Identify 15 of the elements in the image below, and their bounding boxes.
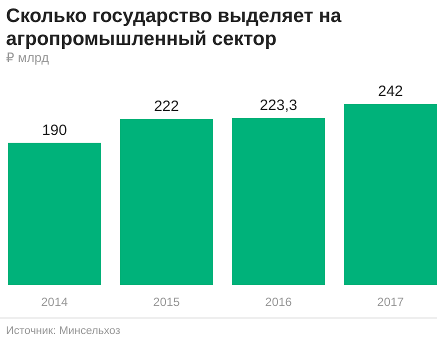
data-label: 223,3 [260, 96, 298, 114]
chart-title: Сколько государство выделяет на агропромышленный сектор [6, 5, 342, 50]
text: Источник: Минсельхоз [6, 325, 120, 337]
x-tick-label: 2015 [153, 295, 180, 309]
data-label: 242 [378, 83, 404, 100]
data-label: 222 [154, 98, 180, 115]
x-tick-label: 2016 [265, 295, 292, 309]
x-tick-label: 2017 [377, 295, 404, 309]
x-tick-label: 2014 [41, 295, 68, 309]
bar [344, 104, 437, 285]
bar [8, 142, 101, 285]
y-axis-title: ₽ млрд [6, 50, 50, 65]
data-label: 190 [42, 122, 67, 139]
bar [120, 118, 213, 285]
bar [232, 118, 325, 285]
